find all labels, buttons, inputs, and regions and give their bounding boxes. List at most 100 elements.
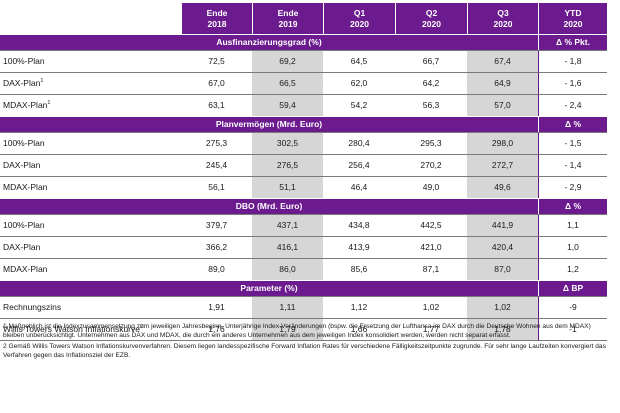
value-cell: 420,4 [467, 236, 538, 258]
ytd-change-cell: - 1,8 [538, 50, 607, 72]
row-label-cell: Rechnungszins [0, 296, 181, 318]
table-body: Ausfinanzierungsgrad (%) Δ % Pkt. 100%-Pla… [0, 34, 607, 341]
value-cell: 72,5 [181, 50, 252, 72]
value-cell: 1,66 [323, 318, 395, 341]
table-row: Willis Towers Watson Inflationskurve2 1,7… [0, 318, 607, 341]
table-row: Rechnungszins 1,91 1,11 1,12 1,02 1,02 -9 [0, 296, 607, 318]
table-row: MDAX-Plan 89,0 86,0 85,6 87,1 87,0 1,2 [0, 258, 607, 280]
section-unit: Δ % [538, 198, 607, 214]
row-label-cell: 100%-Plan [0, 50, 181, 72]
value-cell: 85,6 [323, 258, 395, 280]
value-cell: 1,11 [252, 296, 323, 318]
table-row: DAX-Plan 366,2 416,1 413,9 421,0 420,4 1,0 [0, 236, 607, 258]
footnote-marker: 1 [40, 78, 44, 84]
value-cell: 1,76 [181, 318, 252, 341]
value-cell: 46,4 [323, 176, 395, 198]
section-title: Parameter (%) [0, 280, 538, 296]
value-cell: 270,2 [395, 154, 467, 176]
footnotes: 1 Maßgeblich ist die Indexzusammensetzun… [3, 322, 607, 361]
header-col-q2-2020: Q2 2020 [395, 3, 467, 34]
footnote-1: 1 Maßgeblich ist die Indexzusammensetzun… [3, 323, 591, 340]
value-cell: 245,4 [181, 154, 252, 176]
row-label: DAX-Plan [3, 160, 41, 170]
row-label-cell: MDAX-Plan [0, 258, 181, 280]
value-cell: 59,4 [252, 94, 323, 116]
section-title: Planvermögen (Mrd. Euro) [0, 116, 538, 132]
section-header-row: Planvermögen (Mrd. Euro) Δ % [0, 116, 607, 132]
value-cell: 64,2 [395, 72, 467, 94]
ytd-change-cell: - 1,6 [538, 72, 607, 94]
value-cell: 56,3 [395, 94, 467, 116]
table-row: 100%-Plan 379,7 437,1 434,8 442,5 441,9 1,1 [0, 214, 607, 236]
ytd-change-cell: -9 [538, 296, 607, 318]
value-cell: 56,1 [181, 176, 252, 198]
table-row: MDAX-Plan 56,1 51,1 46,4 49,0 49,6- 2,9 [0, 176, 607, 198]
ytd-change-cell: - 2,4 [538, 94, 607, 116]
section-unit: Δ % Pkt. [538, 34, 607, 50]
table-row: MDAX-Plan1 63,1 59,4 54,2 56,3 57,0- 2,4 [0, 94, 607, 116]
row-label-cell: MDAX-Plan [0, 176, 181, 198]
value-cell: 295,3 [395, 132, 467, 154]
value-cell: 67,0 [181, 72, 252, 94]
ytd-change-cell: 1,1 [538, 214, 607, 236]
header-blank-cell [0, 3, 181, 34]
value-cell: 413,9 [323, 236, 395, 258]
value-cell: 1,91 [181, 296, 252, 318]
value-cell: 276,5 [252, 154, 323, 176]
value-cell: 54,2 [323, 94, 395, 116]
row-label-cell: MDAX-Plan1 [0, 94, 181, 116]
ytd-change-cell: 1,2 [538, 258, 607, 280]
value-cell: 421,0 [395, 236, 467, 258]
row-label-cell: DAX-Plan [0, 154, 181, 176]
value-cell: 302,5 [252, 132, 323, 154]
value-cell: 1,79 [252, 318, 323, 341]
value-cell: 69,2 [252, 50, 323, 72]
value-cell: 57,0 [467, 94, 538, 116]
row-label-cell: DAX-Plan1 [0, 72, 181, 94]
value-cell: 86,0 [252, 258, 323, 280]
table-row: 100%-Plan 275,3 302,5 280,4 295,3 298,0- 1,5 [0, 132, 607, 154]
pension-table-container: Ende 2018 Ende 2019 Q1 2020 Q2 2020 Q3 2020 Y… [0, 3, 607, 341]
value-cell: 1,02 [395, 296, 467, 318]
row-label: MDAX-Plan [3, 264, 48, 274]
header-col-q3-2020: Q3 2020 [467, 3, 538, 34]
table-row: 100%-Plan 72,5 69,2 64,5 66,7 67,4- 1,8 [0, 50, 607, 72]
table-row: DAX-Plan1 67,0 66,5 62,0 64,2 64,9- 1,6 [0, 72, 607, 94]
section-title: DBO (Mrd. Euro) [0, 198, 538, 214]
footnote-marker: 1 [47, 100, 51, 106]
ytd-change-cell: -1 [538, 318, 607, 341]
value-cell: 1,78 [467, 318, 538, 341]
header-col-ende-2018: Ende 2018 [181, 3, 252, 34]
table-row: DAX-Plan 245,4 276,5 256,4 270,2 272,7- 1,4 [0, 154, 607, 176]
value-cell: 434,8 [323, 214, 395, 236]
value-cell: 1,02 [467, 296, 538, 318]
section-header-row: Ausfinanzierungsgrad (%) Δ % Pkt. [0, 34, 607, 50]
value-cell: 64,5 [323, 50, 395, 72]
row-label-cell: 100%-Plan [0, 214, 181, 236]
ytd-change-cell: - 1,4 [538, 154, 607, 176]
value-cell: 67,4 [467, 50, 538, 72]
header-col-ende-2019: Ende 2019 [252, 3, 323, 34]
value-cell: 62,0 [323, 72, 395, 94]
footnote-marker: 2 [140, 324, 144, 330]
value-cell: 63,1 [181, 94, 252, 116]
row-label: MDAX-Plan [3, 182, 48, 192]
value-cell: 49,0 [395, 176, 467, 198]
value-cell: 89,0 [181, 258, 252, 280]
ytd-change-cell: - 2,9 [538, 176, 607, 198]
value-cell: 1,77 [395, 318, 467, 341]
value-cell: 66,7 [395, 50, 467, 72]
row-label-cell: Willis Towers Watson Inflationskurve2 [0, 318, 181, 341]
value-cell: 441,9 [467, 214, 538, 236]
value-cell: 64,9 [467, 72, 538, 94]
footnote-2: 2 Gemäß Willis Towers Watson Inflationsk… [3, 342, 606, 359]
row-label-cell: 100%-Plan [0, 132, 181, 154]
pension-funding-table: Ende 2018 Ende 2019 Q1 2020 Q2 2020 Q3 2020 Y… [0, 3, 607, 341]
section-header-row: Parameter (%) Δ BP [0, 280, 607, 296]
section-title: Ausfinanzierungsgrad (%) [0, 34, 538, 50]
value-cell: 275,3 [181, 132, 252, 154]
value-cell: 66,5 [252, 72, 323, 94]
value-cell: 51,1 [252, 176, 323, 198]
value-cell: 87,1 [395, 258, 467, 280]
row-label: Rechnungszins [3, 302, 62, 312]
